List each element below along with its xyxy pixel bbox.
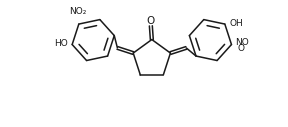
Text: O: O (147, 16, 155, 26)
Text: O: O (237, 44, 244, 53)
Text: NO: NO (235, 38, 249, 47)
Text: OH: OH (230, 19, 243, 28)
Text: NO₂: NO₂ (69, 7, 86, 16)
Text: HO: HO (54, 39, 68, 48)
